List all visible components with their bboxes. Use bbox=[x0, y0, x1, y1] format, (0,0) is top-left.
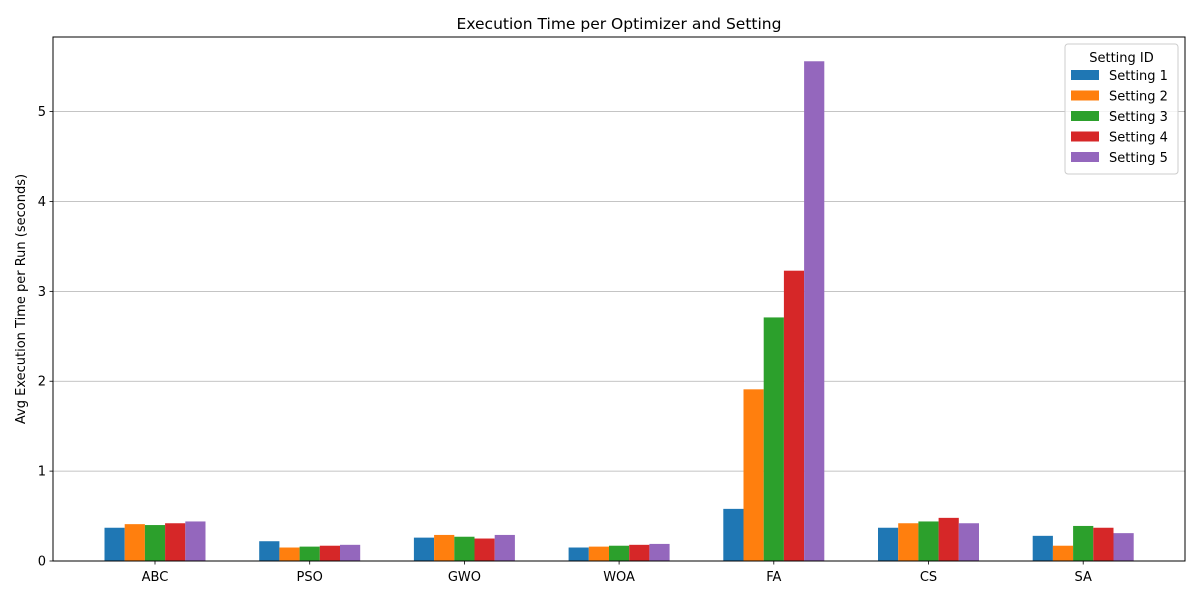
y-tick-label: 2 bbox=[38, 375, 46, 390]
bar-gwo-setting-4 bbox=[474, 538, 495, 561]
legend-label-setting-3: Setting 3 bbox=[1109, 110, 1168, 125]
bar-pso-setting-5 bbox=[340, 544, 361, 561]
bar-fa-setting-3 bbox=[763, 317, 784, 561]
y-tick-label: 4 bbox=[38, 195, 46, 210]
x-tick-label: FA bbox=[766, 570, 781, 585]
legend-label-setting-4: Setting 4 bbox=[1109, 131, 1168, 146]
bar-pso-setting-2 bbox=[279, 547, 300, 561]
legend-swatch-setting-2 bbox=[1071, 90, 1099, 101]
bar-sa-setting-5 bbox=[1113, 533, 1134, 561]
bar-pso-setting-4 bbox=[319, 545, 340, 561]
gridlines bbox=[53, 111, 1185, 472]
legend-label-setting-5: Setting 5 bbox=[1109, 151, 1168, 166]
bar-abc-setting-3 bbox=[144, 525, 166, 561]
bar-woa-setting-3 bbox=[609, 545, 630, 561]
legend-swatch-setting-4 bbox=[1071, 131, 1099, 142]
legend-title: Setting ID bbox=[1089, 51, 1154, 66]
x-tick-label: ABC bbox=[142, 570, 169, 585]
bar-fa-setting-4 bbox=[783, 270, 805, 561]
plot-area-frame bbox=[52, 36, 1186, 562]
y-tick-label: 0 bbox=[38, 555, 46, 570]
legend-swatch-setting-5 bbox=[1071, 152, 1099, 162]
legend-label-setting-1: Setting 1 bbox=[1109, 69, 1168, 84]
bar-abc-setting-2 bbox=[124, 524, 145, 561]
bar-woa-setting-4 bbox=[629, 544, 650, 561]
y-tick-label: 3 bbox=[38, 285, 46, 300]
bar-gwo-setting-5 bbox=[494, 534, 515, 561]
bar-cs-setting-4 bbox=[938, 517, 959, 561]
bar-cs-setting-5 bbox=[958, 523, 979, 561]
bar-woa-setting-2 bbox=[588, 546, 609, 561]
bars bbox=[104, 61, 1134, 562]
bar-abc-setting-1 bbox=[104, 527, 125, 561]
bar-gwo-setting-2 bbox=[434, 534, 455, 561]
axis-ticks: 0 1 2 3 4 5 ABC PSO GWO WOA FA CS SA bbox=[38, 105, 1092, 585]
bar-cs-setting-2 bbox=[898, 523, 919, 561]
legend-swatch-setting-1 bbox=[1071, 70, 1099, 80]
x-tick-label: WOA bbox=[603, 570, 635, 585]
bar-sa-setting-3 bbox=[1073, 525, 1094, 561]
bar-sa-setting-1 bbox=[1032, 535, 1053, 561]
y-tick-label: 1 bbox=[38, 465, 46, 480]
chart-title: Execution Time per Optimizer and Setting bbox=[457, 15, 782, 33]
bar-pso-setting-3 bbox=[299, 546, 320, 561]
bar-sa-setting-2 bbox=[1052, 545, 1074, 561]
bar-gwo-setting-1 bbox=[413, 537, 435, 561]
bar-woa-setting-5 bbox=[649, 543, 670, 561]
y-tick-label: 5 bbox=[38, 105, 46, 120]
x-tick-label: CS bbox=[920, 570, 937, 585]
bar-abc-setting-5 bbox=[185, 521, 206, 561]
bar-gwo-setting-3 bbox=[454, 536, 475, 561]
x-tick-label: SA bbox=[1075, 570, 1092, 585]
x-tick-label: GWO bbox=[448, 570, 481, 585]
legend-items: Setting 1 Setting 2 Setting 3 Setting 4 Sett… bbox=[1071, 69, 1168, 166]
bar-sa-setting-4 bbox=[1093, 527, 1114, 561]
bar-pso-setting-1 bbox=[259, 541, 280, 561]
legend-label-setting-2: Setting 2 bbox=[1109, 90, 1168, 105]
bar-fa-setting-2 bbox=[743, 389, 764, 561]
bar-abc-setting-4 bbox=[165, 523, 186, 561]
bar-fa-setting-5 bbox=[804, 61, 825, 562]
bar-woa-setting-1 bbox=[568, 547, 589, 561]
bar-cs-setting-3 bbox=[918, 521, 939, 561]
x-tick-label: PSO bbox=[297, 570, 323, 585]
bar-fa-setting-1 bbox=[723, 508, 744, 561]
bar-cs-setting-1 bbox=[878, 527, 899, 561]
y-axis-label: Avg Execution Time per Run (seconds) bbox=[14, 174, 29, 424]
legend-swatch-setting-3 bbox=[1071, 111, 1099, 121]
